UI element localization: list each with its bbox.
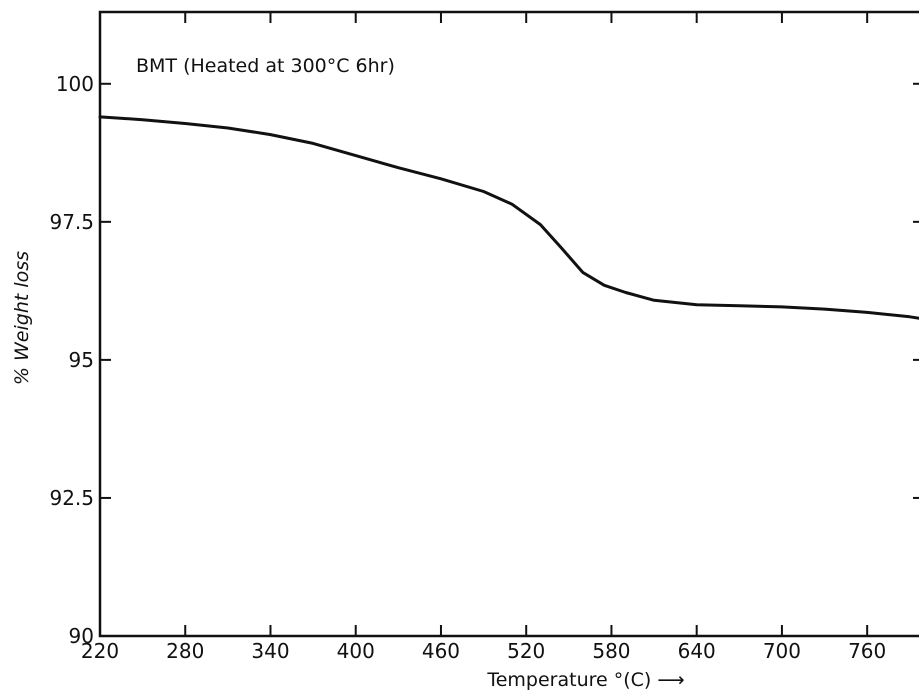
y-axis-ticks: 90 92.5 95 97.5 100 — [49, 72, 919, 648]
y-axis-title: % Weight loss — [11, 251, 33, 385]
x-tick-label: 460 — [422, 639, 460, 663]
data-point — [781, 306, 783, 308]
data-point — [695, 303, 698, 306]
y-tick-label: 100 — [56, 72, 94, 96]
x-axis-title: Temperature °(C) ⟶ — [486, 669, 684, 691]
data-point — [653, 299, 655, 302]
data-point — [269, 133, 272, 136]
x-tick-label: 520 — [507, 639, 545, 663]
data-point — [866, 311, 868, 314]
x-tick-label: 580 — [592, 639, 630, 663]
data-point — [539, 223, 542, 226]
x-axis-ticks: 220 280 340 400 460 520 580 640 700 760 — [81, 12, 886, 663]
data-point — [603, 284, 606, 287]
y-tick-label: 95 — [69, 348, 94, 372]
data-point — [184, 122, 186, 125]
x-tick-label: 280 — [166, 639, 204, 663]
series-layer — [98, 115, 919, 320]
data-point — [440, 178, 442, 180]
data-point — [99, 116, 101, 118]
data-point — [511, 203, 513, 205]
x-tick-label: 220 — [81, 639, 119, 663]
weight-loss-curve — [98, 115, 919, 320]
data-point — [909, 316, 911, 318]
plot-frame — [98, 10, 919, 638]
y-tick-label: 92.5 — [49, 486, 94, 510]
data-point — [482, 190, 485, 193]
data-point — [354, 154, 357, 157]
data-point — [312, 142, 314, 145]
x-tick-label: 340 — [251, 639, 289, 663]
data-point — [397, 166, 400, 169]
y-tick-label: 90 — [69, 624, 94, 648]
data-point — [823, 308, 826, 310]
data-point — [624, 291, 627, 294]
data-point — [738, 305, 741, 307]
y-tick-label: 97.5 — [49, 210, 94, 234]
data-point — [560, 247, 563, 250]
x-tick-label: 700 — [763, 639, 801, 663]
x-tick-label: 640 — [678, 639, 716, 663]
x-tick-label: 760 — [848, 639, 886, 663]
data-point — [582, 271, 584, 274]
data-point — [141, 118, 144, 121]
data-point — [227, 127, 229, 129]
chart-annotation: BMT (Heated at 300°C 6hr) — [136, 55, 395, 77]
x-tick-label: 400 — [337, 639, 375, 663]
